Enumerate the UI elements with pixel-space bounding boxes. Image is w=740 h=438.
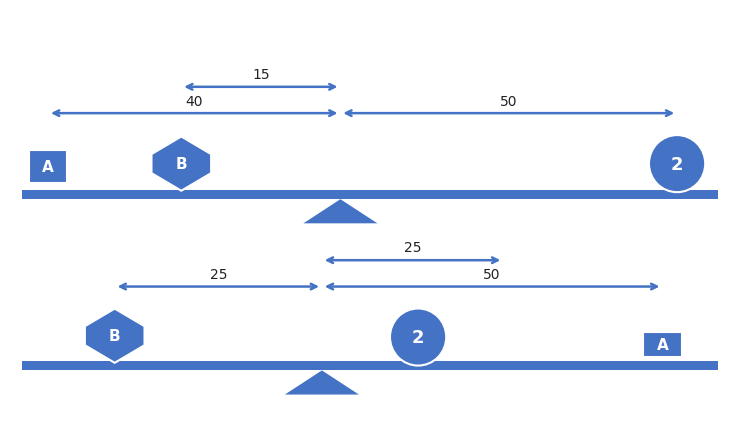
FancyBboxPatch shape [22,190,718,200]
Text: 50: 50 [500,95,517,109]
Text: B: B [175,157,187,172]
Polygon shape [285,371,359,395]
Polygon shape [303,200,377,224]
Text: 2: 2 [412,328,424,346]
Text: 25: 25 [209,268,227,282]
Text: B: B [109,328,121,343]
Text: 25: 25 [404,241,421,255]
Text: 2: 2 [671,155,683,173]
Polygon shape [85,309,144,363]
FancyBboxPatch shape [29,151,67,184]
Text: 50: 50 [483,268,501,282]
Ellipse shape [649,136,705,193]
Polygon shape [152,137,211,191]
Text: A: A [42,160,54,175]
FancyBboxPatch shape [22,361,718,371]
Text: A: A [656,337,668,352]
Ellipse shape [390,309,446,366]
Text: 15: 15 [252,68,269,82]
Text: 40: 40 [186,95,203,109]
FancyBboxPatch shape [643,332,682,357]
